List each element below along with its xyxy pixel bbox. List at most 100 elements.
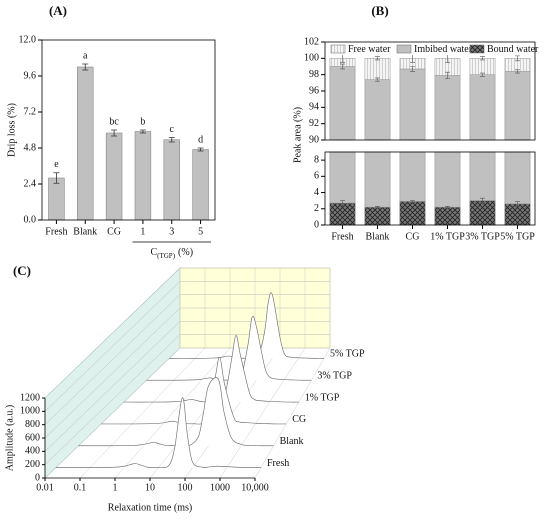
bar-segment bbox=[504, 203, 531, 226]
relaxation-curve bbox=[169, 292, 325, 359]
y-tick-label: 4 bbox=[314, 187, 319, 198]
error-bar bbox=[410, 200, 415, 203]
x-tick-label: Fresh bbox=[45, 226, 67, 237]
y-tick-label: 4.8 bbox=[24, 142, 37, 153]
legend-label: Bound water bbox=[487, 44, 539, 55]
x-tick-label: 100 bbox=[178, 482, 193, 493]
error-bar bbox=[515, 201, 520, 207]
bar-segment bbox=[364, 206, 391, 226]
error-bar bbox=[375, 77, 380, 82]
bar-segment bbox=[399, 151, 426, 202]
significance-letter: c bbox=[170, 124, 175, 135]
x-tick-label: 1% TGP bbox=[430, 231, 465, 242]
panel-label: (C) bbox=[13, 263, 31, 278]
series-label: 3% TGP bbox=[317, 371, 352, 382]
y-tick-label: 92 bbox=[309, 118, 319, 129]
significance-letter: a bbox=[83, 50, 88, 61]
series-label: 1% TGP bbox=[305, 392, 340, 403]
bar-segment bbox=[329, 202, 356, 226]
y-tick-label: 800 bbox=[25, 419, 40, 430]
grid-line bbox=[254, 268, 331, 479]
error-bar bbox=[168, 137, 175, 143]
significance-letter: e bbox=[54, 159, 59, 170]
x-axis-label: Relaxation time (ms) bbox=[108, 502, 192, 513]
series-label: 5% TGP bbox=[330, 349, 365, 360]
y-tick-label: 2 bbox=[314, 203, 319, 214]
y-tick-label: 1000 bbox=[20, 406, 40, 417]
legend-swatch bbox=[469, 44, 485, 54]
series-label: Blank bbox=[280, 436, 304, 447]
error-bar bbox=[515, 55, 520, 62]
bar-segment bbox=[434, 151, 461, 208]
error-bar bbox=[410, 66, 415, 72]
bar-segment bbox=[469, 200, 496, 226]
series-label: Fresh bbox=[267, 458, 289, 469]
bar-segment bbox=[469, 151, 496, 201]
y-tick-label: 102 bbox=[304, 36, 319, 47]
y-tick-label: 400 bbox=[25, 446, 40, 457]
legend-swatch bbox=[396, 44, 412, 54]
x-tick-label: 10 bbox=[145, 482, 155, 493]
bar-segment bbox=[504, 151, 531, 205]
x-tick-label: 5% TGP bbox=[500, 231, 535, 242]
grid-line bbox=[79, 268, 206, 479]
y-tick-label: 12.0 bbox=[19, 34, 37, 45]
error-bar bbox=[139, 129, 146, 134]
x-tick-label: 3 bbox=[169, 226, 174, 237]
bar bbox=[48, 177, 65, 221]
error-bar bbox=[480, 72, 485, 77]
panel-label: (B) bbox=[371, 3, 388, 18]
bar-segment bbox=[329, 151, 356, 204]
y-tick-label: 96 bbox=[309, 85, 319, 96]
error-bar bbox=[375, 206, 380, 209]
y-tick-label: 600 bbox=[25, 432, 40, 443]
relaxation-curve bbox=[146, 315, 312, 381]
x-tick-label: CG bbox=[406, 231, 420, 242]
bar bbox=[105, 132, 123, 221]
bar-segment bbox=[329, 66, 356, 141]
bar-segment bbox=[364, 151, 391, 208]
x-tick-label: 0.1 bbox=[74, 482, 87, 493]
y-axis-label: Amplitude (a.u.) bbox=[4, 405, 15, 471]
panel-label: (A) bbox=[49, 3, 67, 18]
error-bar bbox=[340, 63, 345, 70]
group-label: C(TGP) (%) bbox=[150, 247, 193, 259]
x-tick-label: Blank bbox=[366, 231, 390, 242]
significance-letter: bc bbox=[109, 116, 119, 127]
y-tick-label: 94 bbox=[309, 102, 319, 113]
bar-segment bbox=[399, 201, 426, 226]
bar-segment bbox=[399, 68, 426, 141]
error-bar bbox=[53, 172, 60, 184]
series-label: CG bbox=[292, 414, 306, 425]
plot-frame bbox=[324, 151, 536, 226]
y-tick-label: 7.2 bbox=[24, 106, 37, 117]
y-tick-label: 0 bbox=[35, 472, 40, 483]
bar-segment bbox=[434, 206, 461, 226]
legend-label: Imbibed water bbox=[414, 44, 473, 55]
error-bar bbox=[111, 129, 118, 137]
bar-segment bbox=[364, 58, 391, 80]
y-tick-label: 90 bbox=[309, 134, 319, 145]
grid-line bbox=[219, 268, 306, 479]
error-bar bbox=[340, 200, 345, 206]
y-axis-label: Drip loss (%) bbox=[6, 103, 17, 157]
grid-line bbox=[114, 268, 231, 479]
x-tick-label: 0.01 bbox=[36, 482, 54, 493]
x-tick-label: 5 bbox=[198, 226, 203, 237]
relaxation-curve bbox=[55, 397, 262, 469]
bar-segment bbox=[434, 75, 461, 141]
bar bbox=[163, 139, 180, 221]
significance-letter: b bbox=[140, 116, 145, 127]
bar bbox=[77, 66, 94, 221]
group-label-main: C bbox=[150, 247, 157, 258]
bar-segment bbox=[469, 58, 496, 75]
y-tick-label: 2.4 bbox=[24, 178, 37, 189]
y-tick-label: 98 bbox=[309, 69, 319, 80]
plot-frame bbox=[324, 41, 536, 141]
legend-swatch bbox=[330, 44, 346, 54]
error-bar bbox=[480, 56, 485, 61]
group-label-unit: (%) bbox=[178, 247, 193, 258]
y-tick-label: 200 bbox=[25, 459, 40, 470]
legend-label: Free water bbox=[348, 44, 391, 55]
y-axis-label: Peak area (%) bbox=[292, 107, 303, 163]
